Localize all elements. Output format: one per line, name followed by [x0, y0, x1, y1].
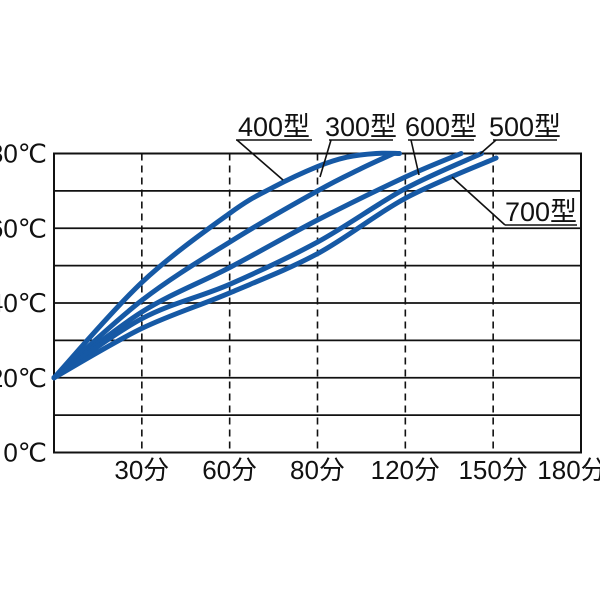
x-axis-label: 150分 [458, 455, 527, 485]
y-axis-label: 0℃ [3, 438, 47, 468]
leader-line-700型 [451, 176, 506, 226]
series-label-300型: 300型 [325, 112, 397, 142]
series-label-500型: 500型 [489, 112, 561, 142]
curve-400型 [51, 150, 402, 381]
x-axis-label: 30分 [114, 455, 169, 485]
y-axis-label: 60℃ [0, 213, 47, 243]
series-label-600型: 600型 [405, 112, 477, 142]
y-axis-label: 80℃ [0, 139, 47, 169]
series-label-400型: 400型 [238, 112, 310, 142]
x-axis-label: 180分 [537, 455, 600, 485]
y-axis-label: 40℃ [0, 288, 47, 318]
x-axis-label: 80分 [290, 455, 345, 485]
x-axis-label: 60分 [202, 455, 257, 485]
curve-500型 [51, 151, 484, 381]
curve-700型 [51, 155, 499, 381]
y-axis-label: 20℃ [0, 363, 47, 393]
leader-line-500型 [479, 139, 497, 155]
leader-line-600型 [410, 139, 420, 176]
series-label-700型: 700型 [505, 197, 577, 227]
leader-line-300型 [319, 139, 332, 178]
leader-line-400型 [236, 139, 284, 181]
x-axis-label: 120分 [371, 455, 440, 485]
plot-border [53, 152, 582, 454]
curve-300型 [51, 151, 397, 381]
curve-600型 [51, 151, 464, 381]
